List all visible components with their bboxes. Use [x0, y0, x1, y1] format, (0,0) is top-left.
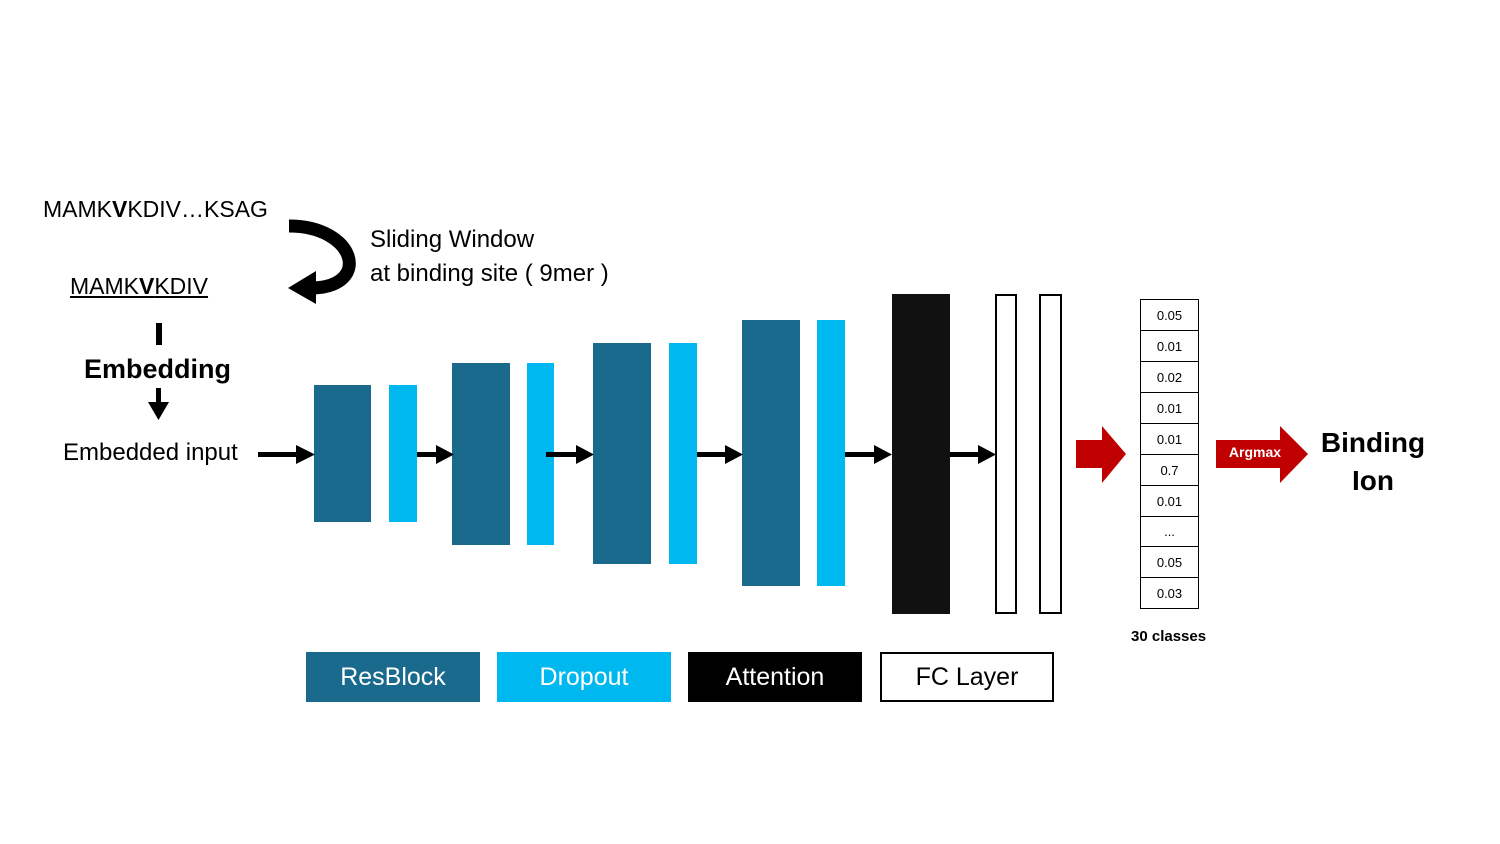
- result-line2: Ion: [1352, 465, 1394, 496]
- dropout-3: [669, 343, 697, 564]
- full-sequence: MAMKVKDIV…KSAG: [43, 196, 268, 222]
- argmax-label: Argmax: [1228, 444, 1282, 460]
- output-arrow-icon: [1076, 426, 1126, 483]
- flow-arrow-icon: [697, 445, 743, 464]
- dash-connector: [156, 323, 162, 345]
- resblock-3: [593, 343, 651, 564]
- embedded-input-label: Embedded input: [63, 439, 238, 466]
- prob-cell: 0.03: [1140, 577, 1199, 609]
- prob-cell: ...: [1140, 516, 1199, 547]
- sliding-window-caption: Sliding Window at binding site ( 9mer ): [370, 223, 609, 291]
- flow-arrow-icon: [417, 445, 454, 464]
- legend-resblock: ResBlock: [306, 652, 480, 702]
- sliding-window-line1: Sliding Window: [370, 226, 535, 253]
- curved-arrow-icon: [288, 219, 356, 304]
- prob-cell: 0.01: [1140, 423, 1199, 455]
- resblock-1: [314, 385, 371, 522]
- result-line1: Binding: [1320, 427, 1426, 458]
- flow-arrow-icon: [845, 445, 892, 464]
- window-sequence: MAMKVKDIV: [70, 273, 209, 299]
- prob-cell: 0.01: [1140, 330, 1199, 362]
- dropout-4: [817, 320, 845, 586]
- fc-layer-2: [1039, 294, 1062, 614]
- prob-cell: 0.02: [1140, 361, 1199, 393]
- prob-cell: 0.05: [1140, 299, 1199, 331]
- prob-cell: 0.7: [1140, 454, 1199, 486]
- resblock-2: [452, 363, 510, 545]
- sliding-window-line2: at binding site ( 9mer ): [370, 260, 609, 287]
- prob-cell: 0.01: [1140, 485, 1199, 517]
- fc-layer-1: [995, 294, 1017, 614]
- legend-attention: Attention: [688, 652, 862, 702]
- down-arrow-icon: [148, 388, 169, 420]
- prob-cell: 0.01: [1140, 392, 1199, 424]
- dropout-1: [389, 385, 417, 522]
- attention-block: [892, 294, 950, 614]
- legend-fc-layer: FC Layer: [880, 652, 1054, 702]
- flow-arrow-icon: [258, 445, 315, 464]
- argmax-arrow-shape: [1216, 426, 1308, 483]
- flow-arrow-icon: [950, 445, 996, 464]
- embedding-label: Embedding: [84, 354, 231, 384]
- flow-arrow-icon: [546, 445, 594, 464]
- legend-dropout: Dropout: [497, 652, 671, 702]
- prob-cell: 0.05: [1140, 546, 1199, 578]
- classes-label: 30 classes: [1131, 628, 1207, 645]
- binding-ion-result: Binding Ion: [1318, 424, 1428, 500]
- resblock-4: [742, 320, 800, 586]
